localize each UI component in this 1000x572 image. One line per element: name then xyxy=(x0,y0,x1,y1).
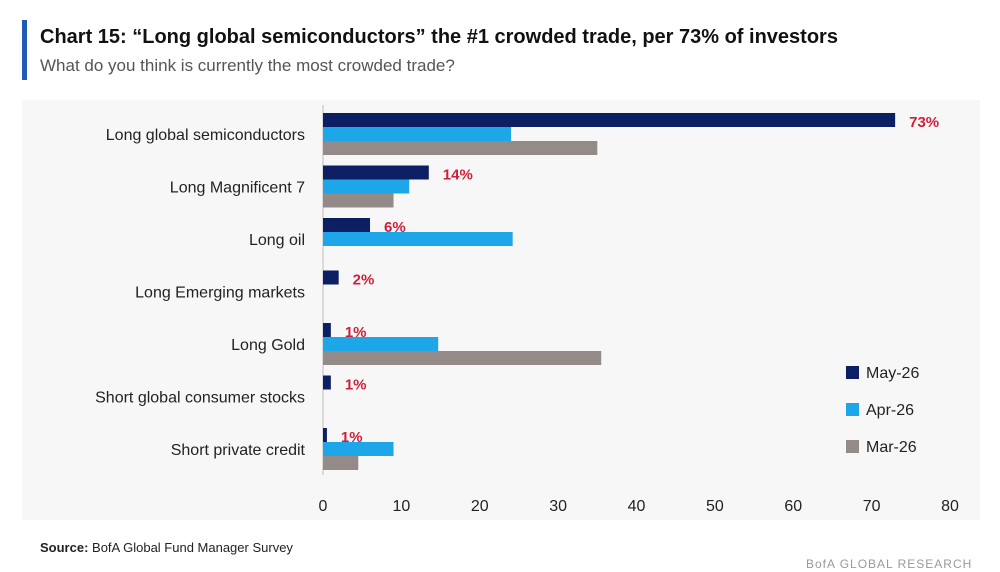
bar-mar-26 xyxy=(323,456,359,470)
x-tick-label: 70 xyxy=(863,498,881,515)
source-note: Source: BofA Global Fund Manager Survey xyxy=(40,540,293,555)
chart-subtitle: What do you think is currently the most … xyxy=(40,56,455,75)
data-label: 73% xyxy=(909,114,939,131)
bar-may-26 xyxy=(323,323,331,337)
legend-label: Mar-26 xyxy=(866,439,917,456)
bar-may-26 xyxy=(323,375,331,390)
data-label: 6% xyxy=(384,219,406,236)
bar-mar-26 xyxy=(323,351,602,365)
category-label: Long oil xyxy=(249,232,305,249)
source-label: Source: xyxy=(40,540,89,555)
x-tick-label: 60 xyxy=(784,498,802,515)
category-label: Long global semiconductors xyxy=(106,127,305,144)
bar-apr-26 xyxy=(323,232,513,246)
category-label: Long Gold xyxy=(231,337,305,354)
x-tick-label: 50 xyxy=(706,498,724,515)
data-label: 1% xyxy=(345,324,367,341)
bar-mar-26 xyxy=(323,193,394,208)
bar-mar-26 xyxy=(323,141,598,155)
bar-may-26 xyxy=(323,165,429,180)
brand-watermark: BofA GLOBAL RESEARCH xyxy=(806,557,973,571)
data-label: 1% xyxy=(341,429,363,446)
bar-may-26 xyxy=(323,270,339,285)
x-tick-label: 40 xyxy=(628,498,646,515)
chart-title: Chart 15: “Long global semiconductors” t… xyxy=(40,26,838,48)
x-tick-label: 30 xyxy=(549,498,567,515)
x-tick-label: 0 xyxy=(319,498,328,515)
bar-may-26 xyxy=(323,113,896,127)
legend-swatch-may-26 xyxy=(846,366,859,379)
plot-background xyxy=(22,100,980,520)
legend-label: Apr-26 xyxy=(866,402,914,419)
legend-swatch-mar-26 xyxy=(846,440,859,453)
title-accent-bar xyxy=(22,20,27,80)
bar-apr-26 xyxy=(323,179,410,194)
data-label: 1% xyxy=(345,377,367,394)
x-tick-label: 10 xyxy=(392,498,410,515)
bar-may-26 xyxy=(323,428,327,442)
data-label: 2% xyxy=(353,272,375,289)
source-text: BofA Global Fund Manager Survey xyxy=(92,540,293,555)
x-tick-label: 20 xyxy=(471,498,489,515)
legend-swatch-apr-26 xyxy=(846,403,859,416)
category-label: Short private credit xyxy=(171,442,306,459)
bar-apr-26 xyxy=(323,127,512,141)
category-label: Long Emerging markets xyxy=(135,285,305,302)
bar-may-26 xyxy=(323,218,371,232)
category-label: Long Magnificent 7 xyxy=(170,180,305,197)
bar-apr-26 xyxy=(323,337,439,351)
legend-label: May-26 xyxy=(866,365,919,382)
x-tick-label: 80 xyxy=(941,498,959,515)
data-label: 14% xyxy=(443,167,473,184)
category-label: Short global consumer stocks xyxy=(95,390,305,407)
bar-apr-26 xyxy=(323,442,394,456)
